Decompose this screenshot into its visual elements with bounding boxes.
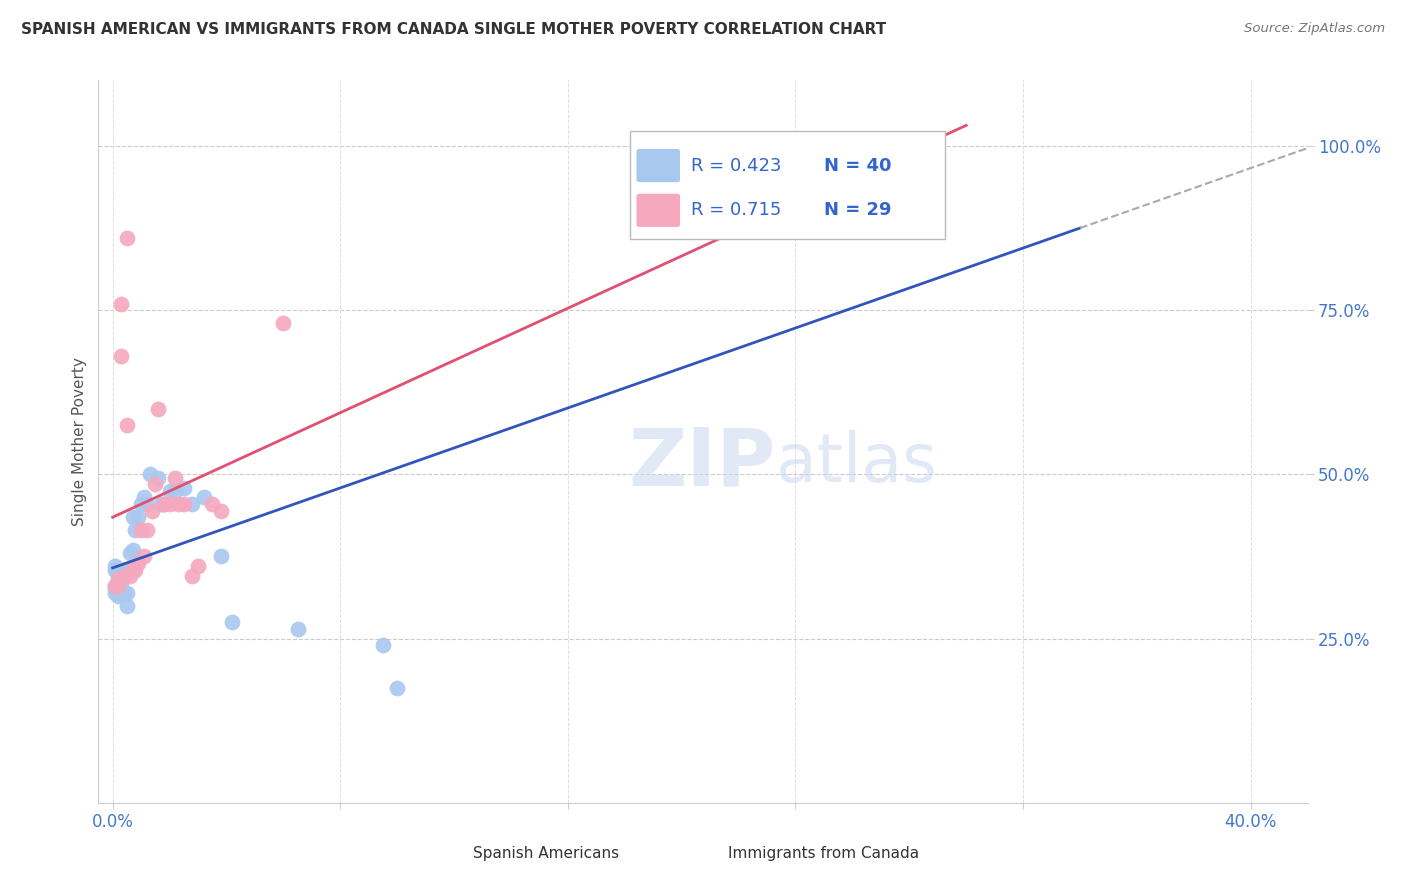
- Point: [127, 556, 149, 570]
- Point: [127, 510, 149, 524]
- Point: [187, 559, 209, 574]
- Point: [104, 563, 127, 577]
- Point: [110, 585, 132, 599]
- Point: [107, 563, 129, 577]
- Text: Source: ZipAtlas.com: Source: ZipAtlas.com: [1244, 22, 1385, 36]
- Point: [135, 497, 157, 511]
- Point: [898, 139, 921, 153]
- Point: [181, 497, 204, 511]
- Point: [112, 569, 135, 583]
- Point: [273, 316, 295, 330]
- FancyBboxPatch shape: [734, 837, 786, 865]
- Point: [150, 497, 173, 511]
- FancyBboxPatch shape: [630, 131, 945, 239]
- Point: [138, 467, 160, 482]
- Point: [287, 622, 309, 636]
- Point: [110, 569, 132, 583]
- Point: [124, 563, 146, 577]
- FancyBboxPatch shape: [637, 149, 681, 182]
- Text: N = 29: N = 29: [824, 202, 891, 219]
- Point: [173, 481, 195, 495]
- FancyBboxPatch shape: [637, 194, 681, 227]
- Text: SPANISH AMERICAN VS IMMIGRANTS FROM CANADA SINGLE MOTHER POVERTY CORRELATION CHA: SPANISH AMERICAN VS IMMIGRANTS FROM CANA…: [21, 22, 886, 37]
- Point: [371, 638, 394, 652]
- Point: [115, 563, 138, 577]
- Point: [104, 579, 127, 593]
- Point: [201, 497, 224, 511]
- Point: [165, 471, 187, 485]
- Point: [129, 497, 152, 511]
- Point: [159, 497, 181, 511]
- Point: [107, 589, 129, 603]
- Text: Spanish Americans: Spanish Americans: [472, 846, 619, 861]
- Point: [159, 483, 181, 498]
- Point: [107, 579, 129, 593]
- Point: [124, 523, 146, 537]
- Point: [110, 575, 132, 590]
- Point: [112, 585, 135, 599]
- Point: [132, 549, 155, 564]
- Point: [129, 523, 152, 537]
- Point: [112, 563, 135, 577]
- Point: [135, 523, 157, 537]
- Text: N = 40: N = 40: [824, 156, 891, 175]
- Text: R = 0.423: R = 0.423: [690, 156, 782, 175]
- Text: Immigrants from Canada: Immigrants from Canada: [728, 846, 920, 861]
- Text: atlas: atlas: [776, 430, 936, 496]
- Point: [104, 582, 127, 597]
- Point: [104, 559, 127, 574]
- Point: [121, 542, 143, 557]
- Point: [118, 546, 141, 560]
- FancyBboxPatch shape: [464, 837, 517, 865]
- Y-axis label: Single Mother Poverty: Single Mother Poverty: [72, 357, 87, 526]
- Point: [193, 491, 215, 505]
- Point: [146, 471, 169, 485]
- Point: [209, 503, 232, 517]
- Point: [104, 585, 127, 599]
- Point: [107, 569, 129, 583]
- Point: [146, 401, 169, 416]
- Point: [153, 497, 176, 511]
- Point: [115, 418, 138, 433]
- Point: [181, 569, 204, 583]
- Point: [115, 599, 138, 613]
- Point: [153, 497, 176, 511]
- Point: [107, 573, 129, 587]
- Point: [221, 615, 243, 630]
- Point: [385, 681, 408, 695]
- Point: [118, 563, 141, 577]
- Text: ZIP: ZIP: [628, 425, 776, 502]
- Point: [143, 477, 166, 491]
- Point: [110, 296, 132, 310]
- Point: [115, 585, 138, 599]
- Point: [115, 231, 138, 245]
- Point: [209, 549, 232, 564]
- Point: [141, 503, 163, 517]
- Point: [165, 483, 187, 498]
- Point: [898, 139, 921, 153]
- Point: [110, 349, 132, 363]
- Point: [132, 491, 155, 505]
- Point: [118, 569, 141, 583]
- Point: [121, 563, 143, 577]
- Point: [167, 497, 190, 511]
- Point: [121, 510, 143, 524]
- Point: [104, 579, 127, 593]
- Text: R = 0.715: R = 0.715: [690, 202, 782, 219]
- Point: [173, 497, 195, 511]
